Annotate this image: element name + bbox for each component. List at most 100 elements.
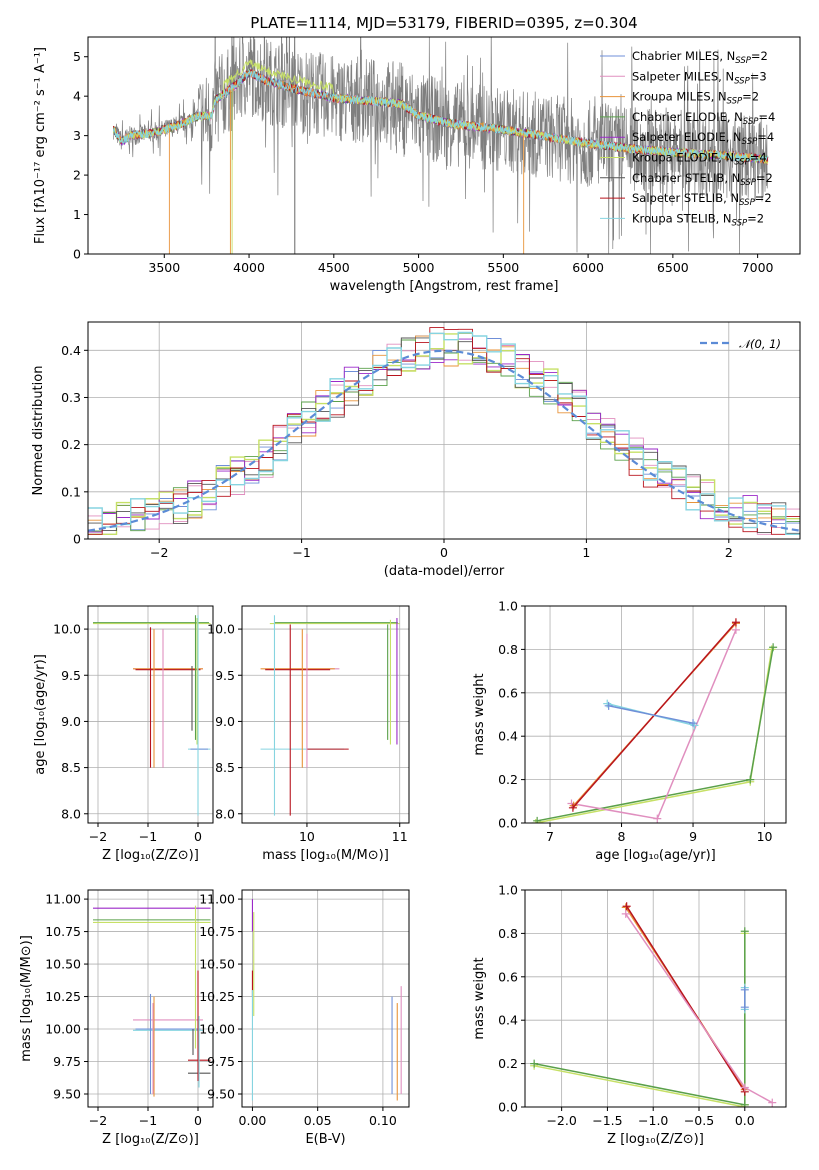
legend-entry: Salpeter STELIB, NSSP=2 — [632, 191, 772, 208]
plot-area — [112, 37, 769, 254]
mass-weight-marker — [604, 701, 613, 710]
x-tick-label: 0.0 — [735, 1113, 755, 1128]
mass-weight-marker — [621, 909, 630, 918]
y-axis-label: Flux [fλ10⁻¹⁷ erg cm⁻² s⁻¹ A⁻¹] — [33, 47, 48, 244]
y-tick-label: 8.5 — [215, 760, 235, 775]
model-spectrum-kroupa-elodie — [112, 59, 769, 165]
y-axis-label: mass [log₁₀(M/M⊙)] — [19, 935, 34, 1062]
x-tick-label: −1 — [139, 829, 157, 844]
plot-area — [531, 618, 778, 823]
residual-histogram-chabrier-stelib — [88, 337, 800, 534]
plot-area — [93, 615, 211, 816]
y-tick-label: 0 — [73, 532, 81, 547]
y-tick-label: 10.25 — [199, 989, 235, 1004]
x-tick-label: −2 — [150, 545, 168, 560]
axes: 0.00 0.05 0.10 9.50 9.75 10.00 10.25 10.50 10.75… — [199, 889, 410, 1147]
x-tick-label: 7000 — [742, 260, 774, 275]
axes-frame — [87, 36, 801, 255]
axes: 7 8 9 10 0.0 0.2 0.4 0.6 0.8 1.0 age [log₁₀(age/yr… — [472, 599, 787, 863]
spectrum-legend: Chabrier MILES, NSSP=2 Salpeter MILES, NS… — [600, 49, 775, 228]
x-axis-label: mass [log₁₀(M/M⊙)] — [262, 848, 389, 863]
x-axis-label: E(B-V) — [305, 1132, 345, 1147]
axes-frame — [241, 605, 410, 824]
x-tick-label: 10 — [299, 829, 315, 844]
grid-lines — [525, 889, 786, 1108]
mass-weight-marker — [533, 816, 542, 823]
y-tick-label: 10.75 — [199, 924, 235, 939]
y-tick-label: 10.25 — [45, 989, 81, 1004]
axes: −2.0 −1.5 −1.0 −0.5 0.0 0.0 0.2 0.4 0.6 0.8 1.0 Z [… — [472, 883, 787, 1147]
y-tick-label: 9.50 — [53, 1087, 81, 1102]
grid-lines — [525, 605, 786, 824]
x-tick-label: 1 — [582, 545, 590, 560]
mass-weight-marker — [740, 1003, 749, 1012]
y-tick-label: 11.00 — [45, 892, 81, 907]
x-tick-label: 0 — [194, 829, 202, 844]
x-tick-label: −2 — [89, 829, 107, 844]
y-tick-label: 1.0 — [498, 599, 518, 614]
y-tick-label: 10.00 — [45, 1022, 81, 1037]
x-tick-label: 7 — [546, 829, 554, 844]
residual-histogram-salpeter-elodie — [88, 338, 800, 535]
y-tick-label: 3 — [73, 128, 81, 143]
residuals-legend: 𝒩(0, 1) — [700, 337, 781, 351]
x-tick-label: 0.00 — [239, 1113, 267, 1128]
x-tick-label: 6500 — [657, 260, 689, 275]
legend-entry: Kroupa ELODIE, NSSP=4 — [632, 151, 767, 168]
y-tick-label: 10.0 — [53, 622, 81, 637]
y-tick-label: 0.2 — [498, 772, 518, 787]
x-tick-label: 8 — [618, 829, 626, 844]
legend-entry: 𝒩(0, 1) — [739, 337, 781, 351]
y-tick-label: 4 — [73, 89, 81, 104]
y-tick-label: 2 — [73, 168, 81, 183]
y-tick-label: 9.0 — [61, 714, 81, 729]
mass-weight-line — [537, 647, 774, 822]
legend-entry: Chabrier STELIB, NSSP=2 — [632, 171, 773, 188]
y-tick-label: 10.50 — [199, 957, 235, 972]
y-tick-label: 10.50 — [45, 957, 81, 972]
y-tick-label: 0.0 — [498, 1100, 518, 1115]
x-tick-label: 11 — [392, 829, 408, 844]
x-axis-label: wavelength [Angstrom, rest frame] — [330, 279, 559, 294]
x-tick-label: −0.5 — [684, 1113, 714, 1128]
axes: 10 11 8.0 8.5 9.0 9.5 10.0 mass [log₁₀(M/M⊙)] — [207, 605, 410, 863]
y-tick-label: 9.5 — [61, 668, 81, 683]
plot-area — [251, 899, 402, 1101]
mass-weight-marker — [731, 618, 740, 627]
axes: −2 −1 0 1 2 0 0.1 0.2 0.3 0.4 (data-model)/error No… — [31, 321, 801, 579]
mass-weight-marker — [530, 1059, 539, 1068]
gaussian-reference-curve — [88, 349, 800, 532]
x-tick-label: 0.05 — [304, 1113, 332, 1128]
y-tick-label: 10.00 — [199, 1022, 235, 1037]
axes: 3500 4000 4500 5000 5500 6000 6500 7000 0 1 2 3 4 5 wa… — [33, 36, 801, 294]
x-tick-label: 0 — [194, 1113, 202, 1128]
y-tick-label: 9.5 — [215, 668, 235, 683]
grid-lines — [242, 890, 409, 1107]
y-tick-label: 0 — [73, 247, 81, 262]
mass-weight-marker — [689, 719, 698, 728]
mass-weight-marker — [740, 1083, 749, 1092]
x-tick-label: −1.0 — [638, 1113, 668, 1128]
spectrum-panel: 3500 4000 4500 5000 5500 6000 6500 7000 0 1 2 3 4 5 wa… — [33, 36, 801, 294]
plot-area — [88, 327, 800, 535]
mass-weight-marker — [740, 927, 749, 936]
axes-frame — [241, 889, 410, 1108]
axes-frame — [524, 889, 787, 1108]
spectrum-title: PLATE=1114, MJD=53179, FIBERID=0395, z=0… — [250, 14, 637, 32]
axes-frame — [87, 605, 214, 824]
mass-weight-marker — [653, 814, 662, 823]
y-tick-label: 9.75 — [53, 1054, 81, 1069]
age-vs-mass-panel: 10 11 8.0 8.5 9.0 9.5 10.0 mass [log₁₀(M/M⊙)] — [207, 605, 410, 863]
axes-frame — [524, 605, 787, 824]
y-tick-label: 8.0 — [215, 806, 235, 821]
y-tick-label: 0.6 — [498, 685, 518, 700]
y-axis-label: age [log₁₀(age/yr)] — [33, 654, 48, 775]
y-tick-label: 0.8 — [498, 642, 518, 657]
plot-area — [530, 902, 777, 1107]
mass-weight-marker — [622, 902, 631, 911]
mass-weight-marker — [740, 1100, 749, 1107]
y-tick-label: 0.2 — [498, 1056, 518, 1071]
mass-weight-marker — [769, 643, 778, 652]
mass-vs-ebv-panel: 0.00 0.05 0.10 9.50 9.75 10.00 10.25 10.50 10.75… — [199, 889, 410, 1147]
